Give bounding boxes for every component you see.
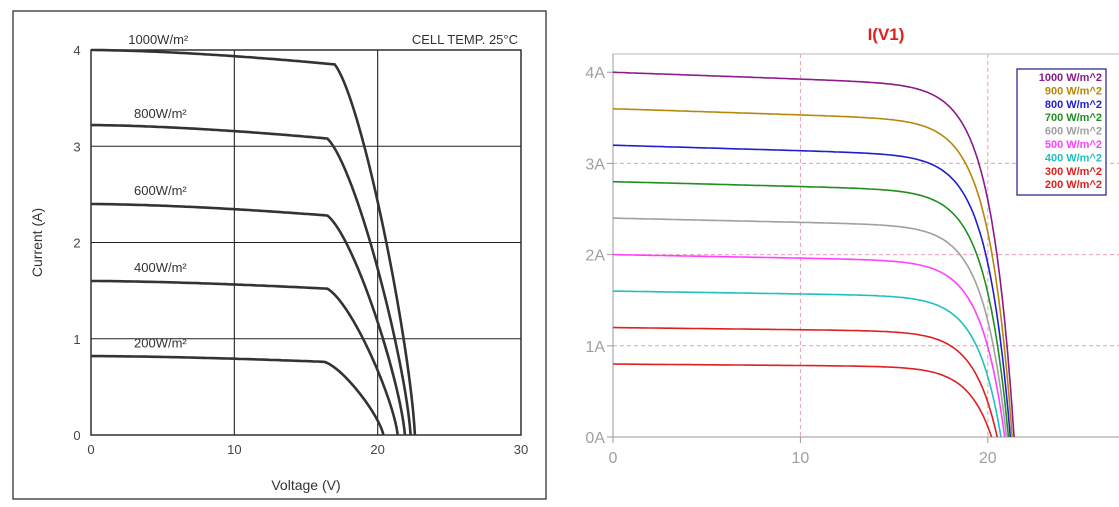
- iv-curve-200w-m: [91, 354, 385, 436]
- iv-curve-800-w-m-2: [612, 144, 1012, 438]
- chart-title: I(V1): [868, 25, 905, 44]
- legend-entry-200-w-m-2: 200 W/m^2: [1045, 179, 1102, 191]
- curve-label-200w-m: 200W/m²: [134, 335, 187, 350]
- outer-frame: [12, 10, 547, 500]
- legend-entry-1000-w-m-2: 1000 W/m^2: [1039, 72, 1102, 84]
- legend-entry-800-w-m-2: 800 W/m^2: [1045, 99, 1102, 111]
- iv-curve-1000-w-m-2: [612, 71, 1015, 438]
- x-tick-label: 0: [609, 450, 618, 467]
- curve-label-400w-m: 400W/m²: [134, 260, 187, 275]
- iv-curve-1000w-m: [91, 48, 417, 436]
- y-tick-label: 0A: [585, 430, 605, 447]
- iv-curve-200-w-m-2: [612, 363, 993, 438]
- iv-curve-600w-m: [91, 202, 407, 436]
- y-tick-label: 4: [73, 43, 80, 58]
- x-tick-label: 30: [514, 442, 528, 457]
- y-tick-label: 4A: [585, 65, 605, 82]
- y-tick-label: 3A: [585, 156, 605, 173]
- y-tick-label: 0: [73, 428, 80, 443]
- iv-curve-400w-m: [91, 279, 399, 436]
- y-tick-label: 2: [73, 236, 80, 251]
- x-tick-label: 20: [979, 450, 997, 467]
- right-chart-panel: I(V1) 0A 1A 2A 3A 4A 0 10 20 1000 W/m^2 900 W/m^2 8…: [566, 0, 1119, 502]
- curve-label-600w-m: 600W/m²: [134, 183, 187, 198]
- iv-curve-400-w-m-2: [612, 290, 1002, 437]
- x-axis-label: Voltage (V): [271, 477, 340, 493]
- curve-label-1000w-m: 1000W/m²: [128, 32, 189, 47]
- y-tick-label: 3: [73, 139, 80, 154]
- y-tick-label: 1A: [585, 339, 605, 356]
- annotation-cell-temp: CELL TEMP. 25°C: [412, 32, 518, 47]
- legend-entry-300-w-m-2: 300 W/m^2: [1045, 166, 1102, 178]
- y-tick-label: 2A: [585, 248, 605, 265]
- legend-entry-700-w-m-2: 700 W/m^2: [1045, 112, 1102, 124]
- legend-entry-900-w-m-2: 900 W/m^2: [1045, 85, 1102, 97]
- legend-entry-600-w-m-2: 600 W/m^2: [1045, 126, 1102, 138]
- iv-curve-900-w-m-2: [612, 107, 1013, 438]
- legend-entry-400-w-m-2: 400 W/m^2: [1045, 152, 1102, 164]
- iv-curve-800w-m: [91, 123, 412, 436]
- iv-curve-500-w-m-2: [612, 253, 1006, 438]
- y-axis-label: Current (A): [29, 208, 45, 277]
- x-tick-label: 10: [227, 442, 241, 457]
- y-tick-label: 1: [73, 332, 80, 347]
- x-tick-label: 0: [87, 442, 94, 457]
- legend-entry-500-w-m-2: 500 W/m^2: [1045, 139, 1102, 151]
- legend-box: [1016, 68, 1107, 196]
- x-tick-label: 10: [792, 450, 810, 467]
- iv-curve-700-w-m-2: [612, 180, 1010, 437]
- iv-curve-600-w-m-2: [612, 217, 1008, 438]
- curve-label-800w-m: 800W/m²: [134, 106, 187, 121]
- left-iv-chart: 0 10 20 30 0 1 2 3 4 Voltage (V) Current (A) CELL T…: [12, 10, 547, 500]
- left-chart-panel: 0 10 20 30 0 1 2 3 4 Voltage (V) Current (A) CELL T…: [0, 0, 548, 502]
- iv-curve-300-w-m-2: [613, 326, 998, 438]
- x-tick-label: 20: [370, 442, 384, 457]
